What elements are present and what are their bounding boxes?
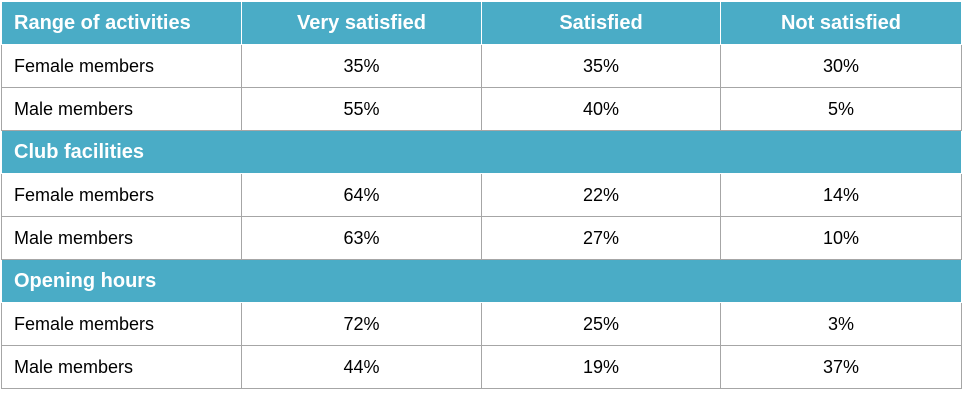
section-header-opening-hours: Opening hours bbox=[1, 259, 962, 303]
column-header-not-satisfied: Not satisfied bbox=[720, 1, 962, 45]
row-label: Female members bbox=[1, 173, 242, 217]
cell-satisfied: 27% bbox=[481, 216, 721, 260]
row-label: Female members bbox=[1, 302, 242, 346]
cell-very-satisfied: 64% bbox=[241, 173, 482, 217]
table-row: Male members 44% 19% 37% bbox=[1, 345, 962, 389]
column-header-satisfied: Satisfied bbox=[481, 1, 721, 45]
cell-very-satisfied: 72% bbox=[241, 302, 482, 346]
table-row: Female members 72% 25% 3% bbox=[1, 302, 962, 346]
cell-not-satisfied: 14% bbox=[720, 173, 962, 217]
section-title: Club facilities bbox=[1, 130, 962, 174]
cell-not-satisfied: 5% bbox=[720, 87, 962, 131]
cell-very-satisfied: 44% bbox=[241, 345, 482, 389]
cell-not-satisfied: 3% bbox=[720, 302, 962, 346]
cell-satisfied: 19% bbox=[481, 345, 721, 389]
table-row: Female members 35% 35% 30% bbox=[1, 44, 962, 88]
section-title: Range of activities bbox=[1, 1, 242, 45]
section-header-club-facilities: Club facilities bbox=[1, 130, 962, 174]
row-label: Male members bbox=[1, 216, 242, 260]
cell-very-satisfied: 63% bbox=[241, 216, 482, 260]
cell-not-satisfied: 37% bbox=[720, 345, 962, 389]
table-row: Female members 64% 22% 14% bbox=[1, 173, 962, 217]
cell-satisfied: 35% bbox=[481, 44, 721, 88]
cell-very-satisfied: 55% bbox=[241, 87, 482, 131]
section-header-range-of-activities: Range of activities Very satisfied Satis… bbox=[1, 1, 962, 45]
section-title: Opening hours bbox=[1, 259, 962, 303]
cell-satisfied: 25% bbox=[481, 302, 721, 346]
satisfaction-table: Range of activities Very satisfied Satis… bbox=[1, 1, 962, 389]
cell-satisfied: 22% bbox=[481, 173, 721, 217]
row-label: Female members bbox=[1, 44, 242, 88]
table-row: Male members 63% 27% 10% bbox=[1, 216, 962, 260]
cell-not-satisfied: 10% bbox=[720, 216, 962, 260]
cell-satisfied: 40% bbox=[481, 87, 721, 131]
column-header-very-satisfied: Very satisfied bbox=[241, 1, 482, 45]
cell-not-satisfied: 30% bbox=[720, 44, 962, 88]
cell-very-satisfied: 35% bbox=[241, 44, 482, 88]
table-row: Male members 55% 40% 5% bbox=[1, 87, 962, 131]
row-label: Male members bbox=[1, 87, 242, 131]
row-label: Male members bbox=[1, 345, 242, 389]
